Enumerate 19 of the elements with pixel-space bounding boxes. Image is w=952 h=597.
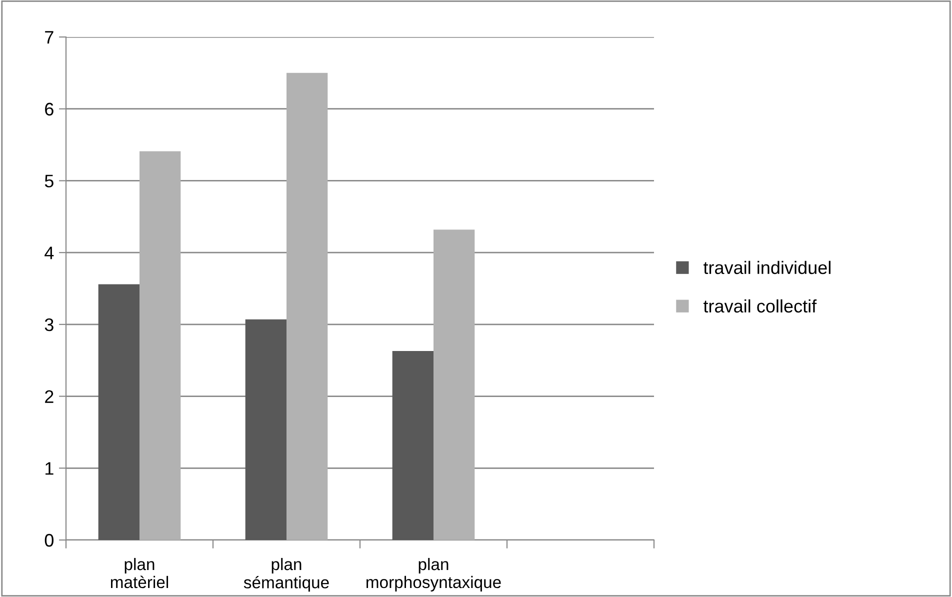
y-tick-label: 1 [46, 462, 54, 475]
y-tick-label: 2 [45, 390, 54, 403]
bar [98, 284, 140, 540]
x-tick-label: plan morphosyntaxique [366, 558, 501, 592]
y-tick-label: 0 [44, 534, 54, 547]
legend-label: travail individuel [703, 260, 830, 274]
x-tick-label: plan sémantique [244, 558, 329, 592]
bar [245, 319, 286, 540]
y-tick-label: 3 [44, 318, 54, 332]
y-tick-label: 5 [44, 174, 54, 188]
bar [434, 230, 475, 540]
y-tick-label: 6 [45, 102, 54, 116]
y-tick-label: 7 [45, 31, 54, 44]
bar [392, 351, 434, 540]
bar [140, 151, 181, 540]
legend-label: travail collectif [703, 299, 817, 313]
y-tick-label: 4 [44, 246, 54, 260]
x-tick-label: plan matèriel [110, 558, 168, 588]
bar [286, 72, 328, 540]
